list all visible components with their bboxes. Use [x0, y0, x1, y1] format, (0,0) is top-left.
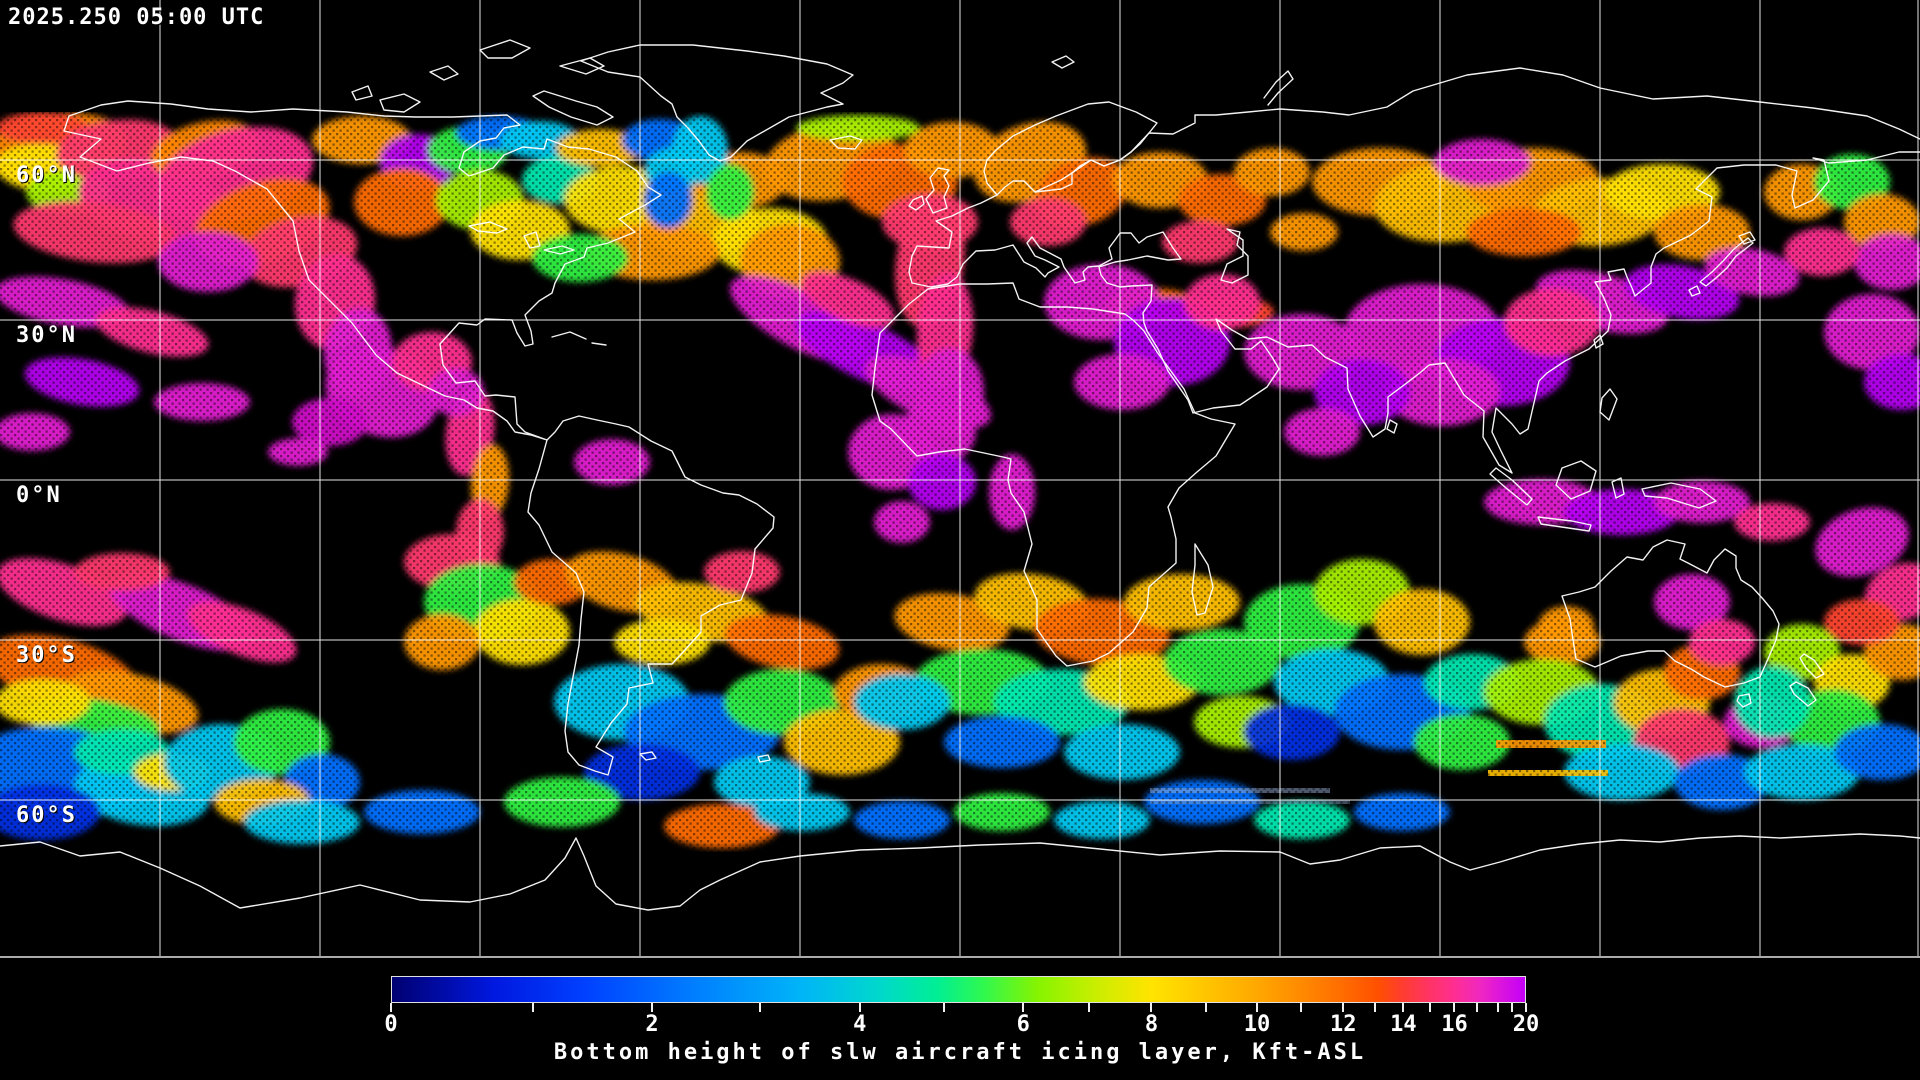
colorbar-tick: [1428, 1003, 1431, 1012]
coast-new-zealand: [1789, 653, 1825, 707]
colorbar-tick: [1204, 1003, 1207, 1012]
coast-antarctica: [0, 751, 1920, 911]
coast-great-lakes: [468, 221, 575, 255]
coast-north-america: [63, 100, 662, 441]
colorbar-tick: [1022, 1003, 1025, 1012]
coast-japan: [1688, 231, 1756, 297]
latitude-label: 30°S: [16, 643, 77, 668]
colorbar-tick: [1088, 1003, 1091, 1012]
coast-british-isles: [908, 167, 950, 214]
colorbar-title: Bottom height of slw aircraft icing laye…: [553, 1040, 1367, 1065]
coast-australia: [1561, 539, 1780, 708]
coastlines: [0, 39, 1920, 911]
colorbar-tick-label: 8: [1144, 1012, 1159, 1037]
colorbar-tick-label: 6: [1016, 1012, 1030, 1037]
colorbar-tick: [390, 1003, 392, 1012]
latitude-label: 60°S: [16, 803, 77, 828]
colorbar-tick-label: 16: [1441, 1012, 1468, 1037]
coast-south-america: [527, 415, 775, 776]
coast-madagascar: [1191, 543, 1214, 616]
colorbar-tick: [1496, 1003, 1499, 1012]
world-map-canvas: [0, 0, 1920, 960]
colorbar-tick: [1402, 1003, 1405, 1012]
colorbar-tick-label: 10: [1243, 1012, 1271, 1037]
colorbar-tick-label: 20: [1512, 1012, 1540, 1037]
colorbar-tick: [1256, 1003, 1258, 1012]
colorbar-tick: [858, 1003, 861, 1012]
coast-caspian-sea: [1220, 228, 1249, 284]
colorbar-tick: [1300, 1003, 1303, 1012]
colorbar-tick-label: 14: [1390, 1012, 1417, 1037]
colorbar-tick: [1511, 1003, 1514, 1012]
latitude-label: 0°N: [16, 483, 62, 508]
colorbar-tick: [531, 1003, 534, 1012]
colorbar-tick: [1476, 1003, 1479, 1012]
colorbar-tick-label: 2: [645, 1012, 659, 1037]
coast-scandinavia: [983, 101, 1158, 196]
timestamp-label: 2025.250 05:00 UTC: [8, 5, 265, 30]
colorbar-tick: [942, 1003, 945, 1012]
colorbar-tick-label: 0: [384, 1012, 398, 1037]
latitude-label: 30°N: [16, 323, 77, 348]
coast-se-asia-islands: [1386, 334, 1717, 532]
colorbar-tick-label: 4: [853, 1012, 867, 1037]
colorbar-gradient: [391, 976, 1526, 1003]
map-bottom-border: [0, 956, 1920, 958]
coast-caribbean: [551, 331, 607, 346]
coast-novaya-zemlya-svalbard: [1051, 55, 1294, 106]
colorbar-tick: [1150, 1003, 1153, 1012]
colorbar-ticks: [390, 1003, 1527, 1013]
colorbar-tick: [1374, 1003, 1377, 1012]
colorbar-tick-label: 12: [1330, 1012, 1357, 1037]
coast-iceland: [829, 135, 863, 150]
colorbar-tick: [651, 1003, 654, 1012]
colorbar-tick: [1342, 1003, 1345, 1012]
colorbar-tick-labels: 0 2 4 6 8 10 12 14 16 20: [384, 1012, 1539, 1039]
colorbar-tick: [758, 1003, 761, 1012]
coast-africa: [871, 282, 1236, 667]
colorbar-tick: [1525, 1003, 1527, 1012]
coast-asia-pacific: [930, 151, 1920, 474]
coast-arctic-islands: [351, 39, 614, 126]
coast-greenland: [580, 44, 854, 162]
colorbar-tick: [1453, 1003, 1456, 1012]
latitude-label: 60°N: [16, 163, 77, 188]
graticule: [0, 0, 1920, 956]
